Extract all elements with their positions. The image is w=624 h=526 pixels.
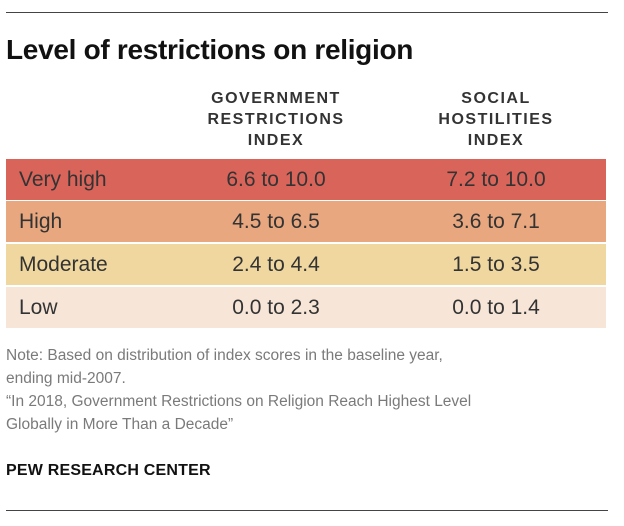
table-row-very-high: Very high 6.6 to 10.0 7.2 to 10.0 xyxy=(6,159,606,200)
government-index-value: 0.0 to 2.3 xyxy=(232,296,320,319)
table-row-moderate: Moderate 2.4 to 4.4 1.5 to 3.5 xyxy=(6,244,606,285)
social-index-value: 0.0 to 1.4 xyxy=(452,296,540,319)
row-label: High xyxy=(19,210,63,233)
top-rule xyxy=(6,12,608,13)
source-credit: PEW RESEARCH CENTER xyxy=(6,462,211,479)
note-line: Globally in More Than a Decade” xyxy=(6,416,234,433)
column-header-government: GOVERNMENT RESTRICTIONS INDEX xyxy=(176,88,376,151)
column-header-social: SOCIAL HOSTILITIES INDEX xyxy=(396,88,596,151)
bottom-rule xyxy=(6,510,608,511)
row-label: Very high xyxy=(19,168,107,191)
social-index-value: 3.6 to 7.1 xyxy=(452,210,540,233)
social-index-value: 1.5 to 3.5 xyxy=(452,253,540,276)
government-index-value: 4.5 to 6.5 xyxy=(232,210,320,233)
page-title: Level of restrictions on religion xyxy=(6,34,414,65)
row-label: Low xyxy=(19,296,58,319)
table-row-low: Low 0.0 to 2.3 0.0 to 1.4 xyxy=(6,287,606,328)
column-header-line: GOVERNMENT xyxy=(211,90,341,107)
column-header-line: SOCIAL xyxy=(461,90,531,107)
column-header-line: INDEX xyxy=(247,132,305,149)
note-line: ending mid-2007. xyxy=(6,370,126,387)
column-header-line: INDEX xyxy=(467,132,525,149)
note-line: Note: Based on distribution of index sco… xyxy=(6,347,443,364)
government-index-value: 6.6 to 10.0 xyxy=(226,168,326,191)
government-index-value: 2.4 to 4.4 xyxy=(232,253,320,276)
table-row-high: High 4.5 to 6.5 3.6 to 7.1 xyxy=(6,201,606,242)
social-index-value: 7.2 to 10.0 xyxy=(446,168,546,191)
note-line: “In 2018, Government Restrictions on Rel… xyxy=(6,393,472,410)
column-header-line: RESTRICTIONS xyxy=(207,111,345,128)
column-header-line: HOSTILITIES xyxy=(438,111,554,128)
row-label: Moderate xyxy=(19,253,108,276)
note-text: Note: Based on distribution of index sco… xyxy=(6,344,610,436)
